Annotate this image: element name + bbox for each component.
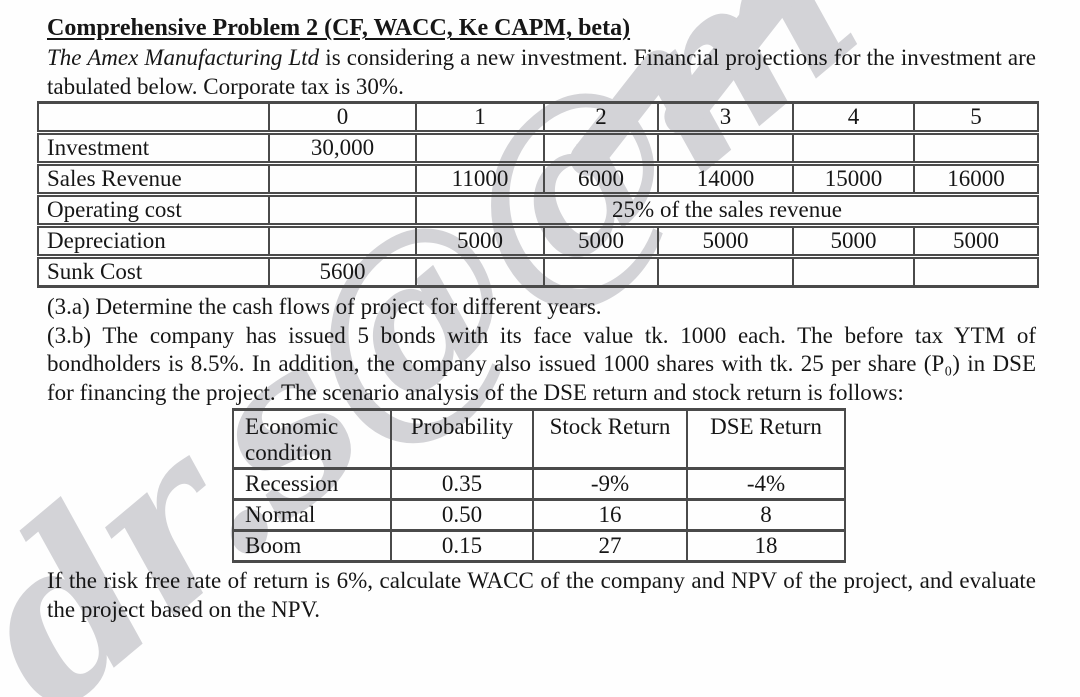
footer-question: If the risk free rate of return is 6%, c… [47, 568, 1036, 622]
year-header-2: 2 [543, 101, 659, 133]
scenario-row-recession: Recession 0.35 -9% -4% [232, 467, 846, 501]
year-header-3: 3 [657, 101, 794, 133]
question-3a: (3.a) Determine the cash flows of projec… [47, 294, 602, 319]
year-header-0: 0 [268, 101, 417, 133]
dse-return-cell: 8 [686, 498, 846, 532]
table-row-depreciation: Depreciation 5000 5000 5000 5000 5000 [37, 223, 1039, 257]
scenario-header-row: Economic condition Probability Stock Ret… [232, 408, 846, 470]
cell [415, 130, 545, 164]
projections-header-row: 0 1 2 3 4 5 [37, 101, 1039, 133]
table-row-sunk-cost: Sunk Cost 5600 [37, 254, 1039, 288]
cell: 16000 [913, 161, 1039, 195]
cell [913, 254, 1039, 288]
stock-return-cell: 16 [532, 498, 688, 532]
corner-cell [37, 101, 270, 133]
question-3b: (3.b) The company has issued 5 bonds wit… [47, 322, 1036, 405]
cell [543, 254, 659, 288]
year-header-5: 5 [913, 101, 1039, 133]
cell: 6000 [543, 161, 659, 195]
company-name: The Amex Manufacturing Ltd [47, 45, 320, 70]
scenario-row-boom: Boom 0.15 27 18 [232, 529, 846, 563]
cell: 5000 [543, 223, 659, 257]
cell: 5000 [657, 223, 794, 257]
stock-return-cell: 27 [532, 529, 688, 563]
cell: 5000 [913, 223, 1039, 257]
table-row-operating-cost: Operating cost 25% of the sales revenue [37, 192, 1039, 226]
cell: 15000 [792, 161, 915, 195]
condition-cell: Boom [232, 529, 392, 563]
dse-return-cell: -4% [686, 467, 846, 501]
cell: 5000 [792, 223, 915, 257]
scenario-row-normal: Normal 0.50 16 8 [232, 498, 846, 532]
row-label: Operating cost [37, 192, 270, 226]
cell: 30,000 [268, 130, 417, 164]
cell [415, 254, 545, 288]
table-row-investment: Investment 30,000 [37, 130, 1039, 164]
projections-table: 0 1 2 3 4 5 Investment 30,000 Sales Reve… [37, 101, 1039, 288]
cell [913, 130, 1039, 164]
probability-cell: 0.35 [390, 467, 534, 501]
cell: 11000 [415, 161, 545, 195]
cell: 5600 [268, 254, 417, 288]
table-row-sales-revenue: Sales Revenue 11000 6000 14000 15000 160… [37, 161, 1039, 195]
cell [543, 130, 659, 164]
row-label: Investment [37, 130, 270, 164]
cell [268, 223, 417, 257]
cell [657, 254, 794, 288]
probability-cell: 0.50 [390, 498, 534, 532]
scenario-table: Economic condition Probability Stock Ret… [232, 408, 846, 563]
row-label: Sunk Cost [37, 254, 270, 288]
cell [657, 130, 794, 164]
cell [792, 254, 915, 288]
header-probability: Probability [390, 408, 534, 470]
merged-cell-operating-cost: 25% of the sales revenue [415, 192, 1039, 226]
dse-return-cell: 18 [686, 529, 846, 563]
condition-cell: Normal [232, 498, 392, 532]
row-label: Depreciation [37, 223, 270, 257]
probability-cell: 0.15 [390, 529, 534, 563]
cell [268, 192, 417, 226]
year-header-4: 4 [792, 101, 915, 133]
stock-return-cell: -9% [532, 467, 688, 501]
header-dse-return: DSE Return [686, 408, 846, 470]
condition-cell: Recession [232, 467, 392, 501]
problem-title: Comprehensive Problem 2 (CF, WACC, Ke CA… [47, 15, 631, 41]
cell: 5000 [415, 223, 545, 257]
header-economic-condition: Economic condition [232, 408, 392, 470]
year-header-1: 1 [415, 101, 545, 133]
row-label: Sales Revenue [37, 161, 270, 195]
cell: 14000 [657, 161, 794, 195]
intro-paragraph: The Amex Manufacturing Ltd is considerin… [47, 44, 1036, 101]
cell [792, 130, 915, 164]
cell [268, 161, 417, 195]
header-stock-return: Stock Return [532, 408, 688, 470]
